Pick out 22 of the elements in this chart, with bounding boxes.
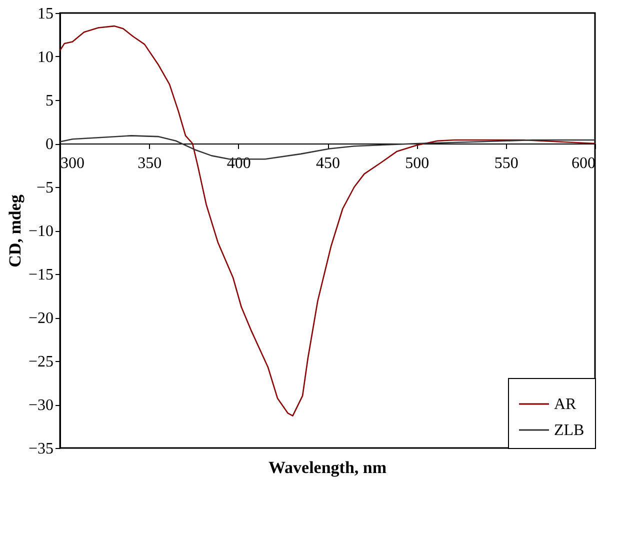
y-tick-label: −5 bbox=[36, 180, 54, 196]
y-tick-label: 5 bbox=[46, 92, 54, 110]
y-tick-label: 0 bbox=[46, 136, 54, 153]
y-tick-label: −20 bbox=[28, 310, 54, 327]
y-tick-label: 10 bbox=[38, 49, 54, 66]
legend-label: ZLB bbox=[554, 422, 584, 439]
legend-label: AR bbox=[554, 396, 577, 413]
y-tick-label: −15 bbox=[28, 266, 54, 284]
line-series bbox=[59, 25, 596, 416]
y-tick-label: −35 bbox=[28, 440, 54, 458]
x-tick-label: 300 bbox=[60, 155, 84, 172]
y-tick-label: −30 bbox=[28, 397, 54, 414]
y-tick-label: −10 bbox=[28, 223, 54, 240]
y-tick-label: 15 bbox=[38, 6, 54, 22]
x-tick-label: 600 bbox=[572, 155, 596, 172]
x-tick-label: 450 bbox=[316, 155, 340, 172]
x-tick-label: 350 bbox=[138, 155, 162, 172]
y-axis-title: CD, mdeg bbox=[5, 194, 24, 268]
y-tick-label: −25 bbox=[28, 354, 54, 370]
x-axis-title: Wavelength, nm bbox=[268, 458, 387, 477]
x-tick-label: 500 bbox=[405, 155, 430, 172]
x-tick-label: 550 bbox=[494, 155, 518, 172]
